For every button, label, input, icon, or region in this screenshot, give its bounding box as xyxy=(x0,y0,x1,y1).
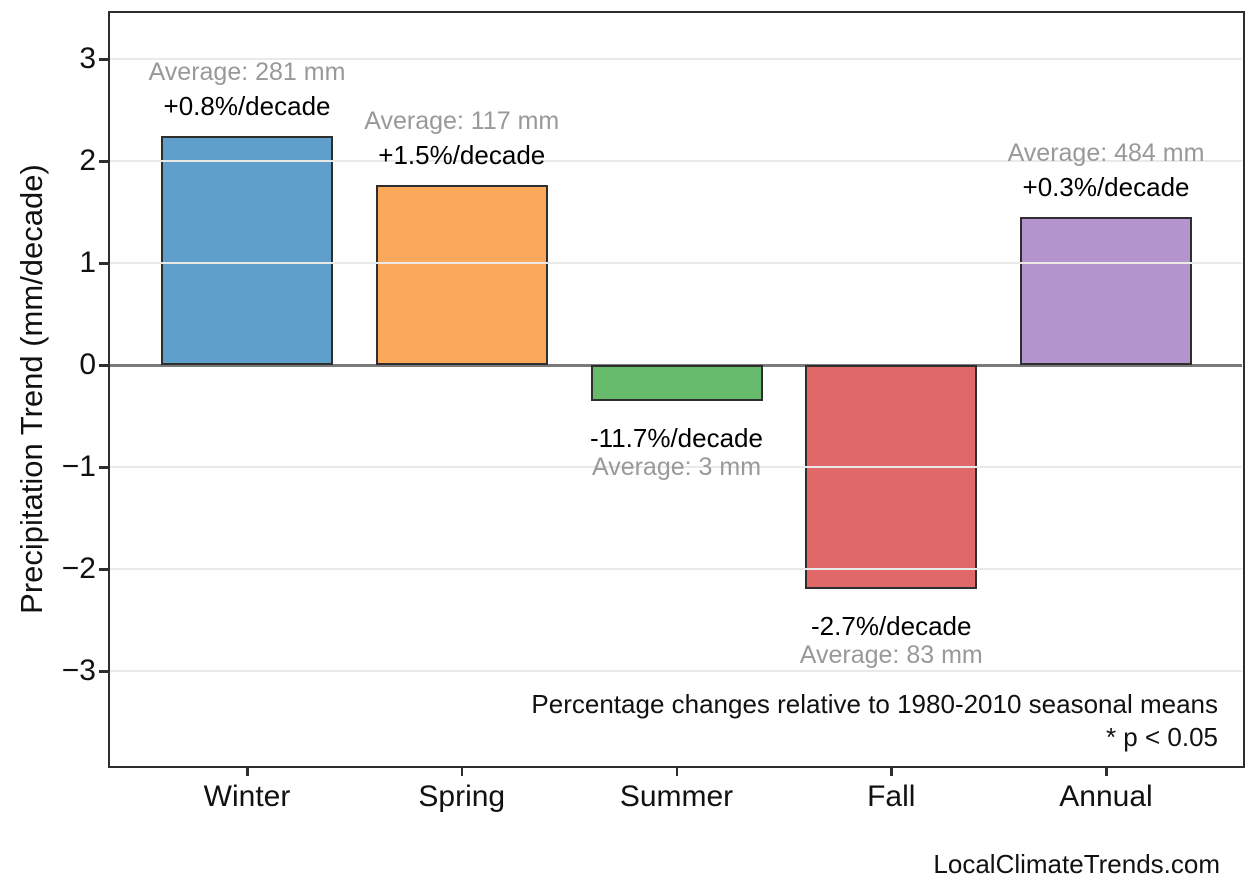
y-tick--1 xyxy=(99,466,108,469)
gridline-y-2 xyxy=(110,568,1242,570)
footnote-line-2: * p < 0.05 xyxy=(1105,722,1218,752)
x-tick-fall xyxy=(890,767,893,776)
gridline-y2 xyxy=(110,160,1242,162)
x-tick-winter xyxy=(246,767,249,776)
x-tick-spring xyxy=(460,767,464,776)
gridline-y-1 xyxy=(110,466,1242,468)
y-tick--3 xyxy=(99,670,108,673)
bar-summer xyxy=(590,365,763,401)
bar-annual xyxy=(1020,217,1192,365)
x-tick-annual xyxy=(1105,767,1108,776)
x-tick-label-summer: Summer xyxy=(619,780,734,813)
x-tick-label-annual: Annual xyxy=(1059,780,1153,813)
y-tick-label-1: 1 xyxy=(79,246,96,279)
chart-footnote: Percentage changes relative to 1980-2010… xyxy=(531,688,1218,754)
bar-winter xyxy=(161,135,333,365)
avg-label-summer: Average: 3 mm xyxy=(591,452,762,481)
pct-label-summer: -11.7%/decade xyxy=(590,422,763,453)
pct-label-fall: -2.7%/decade xyxy=(811,611,972,642)
avg-label-fall: Average: 83 mm xyxy=(799,641,983,670)
pct-label-spring: +1.5%/decade xyxy=(378,140,546,171)
x-tick-label-winter: Winter xyxy=(203,780,291,813)
plot-area: Percentage changes relative to 1980-2010… xyxy=(107,10,1245,768)
gridline-y1 xyxy=(110,262,1242,264)
y-tick--2 xyxy=(99,568,108,571)
footnote-line-1: Percentage changes relative to 1980-2010… xyxy=(531,689,1218,719)
y-tick-2 xyxy=(99,160,108,163)
bar-spring xyxy=(375,185,548,365)
gridline-y3 xyxy=(110,58,1242,60)
x-tick-summer xyxy=(675,767,678,776)
watermark: LocalClimateTrends.com xyxy=(933,849,1220,879)
y-tick-label--3: −3 xyxy=(61,654,96,687)
y-tick-label-2: 2 xyxy=(79,144,96,177)
y-tick-label-0: 0 xyxy=(79,348,96,381)
y-tick-label--1: −1 xyxy=(61,450,96,483)
y-tick-label-3: 3 xyxy=(79,42,96,75)
x-tick-label-spring: Spring xyxy=(418,780,506,813)
bar-fall xyxy=(805,365,978,590)
x-tick-label-fall: Fall xyxy=(867,780,916,813)
y-tick-label--2: −2 xyxy=(61,552,96,585)
y-tick-3 xyxy=(99,58,108,61)
pct-label-winter: +0.8%/decade xyxy=(163,90,331,121)
y-tick-0 xyxy=(99,364,108,367)
avg-label-winter: Average: 281 mm xyxy=(148,57,346,86)
pct-label-annual: +0.3%/decade xyxy=(1022,172,1190,203)
avg-label-spring: Average: 117 mm xyxy=(364,107,560,136)
avg-label-annual: Average: 484 mm xyxy=(1007,139,1205,168)
y-tick-1 xyxy=(99,262,108,265)
gridline-y-3 xyxy=(110,670,1242,672)
